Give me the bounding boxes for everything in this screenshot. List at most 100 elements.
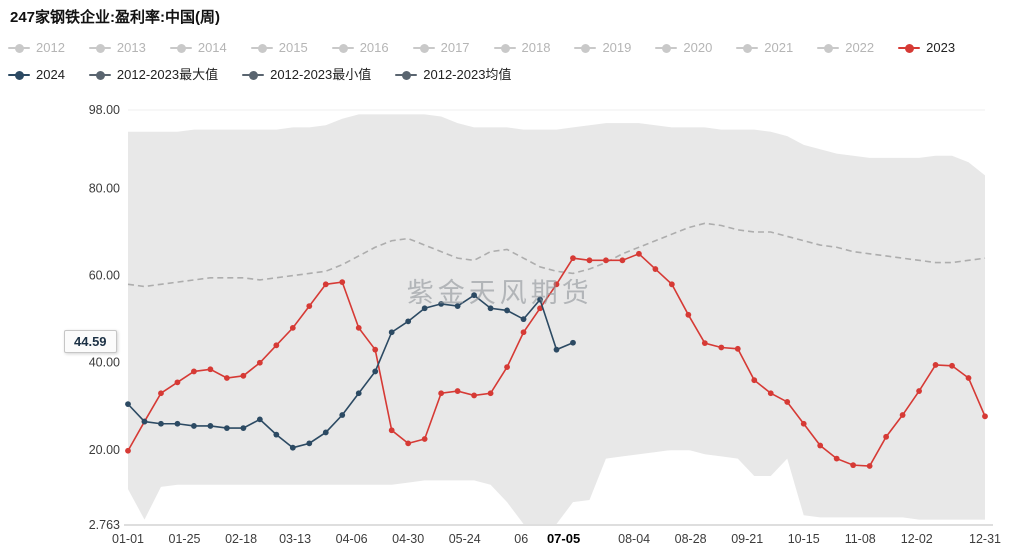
legend-label: 2019 (602, 39, 631, 57)
series-2023-point (669, 281, 675, 287)
legend-label: 2012-2023均值 (423, 66, 511, 84)
series-2024-point (158, 421, 164, 427)
series-2023-point (208, 366, 214, 372)
minmax-band (128, 114, 985, 524)
series-2023-point (916, 388, 922, 394)
series-2023-point (652, 266, 658, 272)
series-2023-point (175, 379, 181, 385)
series-2023-point (685, 312, 691, 318)
series-2023-point (702, 340, 708, 346)
profit-rate-chart: 98.0080.0060.0040.0020.002.76301-0101-25… (0, 95, 1020, 557)
series-2023-point (422, 436, 428, 442)
legend-item-2021[interactable]: 2021 (736, 39, 793, 57)
x-axis-tick-label: 08-28 (675, 532, 707, 546)
series-2023-point (372, 347, 378, 353)
legend-item-2022[interactable]: 2022 (817, 39, 874, 57)
series-2023-point (620, 257, 626, 263)
series-2024-point (208, 423, 214, 429)
series-2024-point (554, 347, 560, 353)
legend-item-2018[interactable]: 2018 (494, 39, 551, 57)
series-2023-point (966, 375, 972, 381)
legend-label: 2024 (36, 66, 65, 84)
x-axis-tick-label: 01-01 (112, 532, 144, 546)
chart-area: 98.0080.0060.0040.0020.002.76301-0101-25… (0, 95, 1020, 557)
series-2023-point (389, 427, 395, 433)
x-axis-tick-label: 08-04 (618, 532, 650, 546)
x-axis-tick-label: 12-02 (901, 532, 933, 546)
series-2023-point (224, 375, 230, 381)
legend-series-marker-icon (574, 44, 596, 53)
legend-label: 2015 (279, 39, 308, 57)
legend-label: 2021 (764, 39, 793, 57)
series-2023-point (883, 434, 889, 440)
series-2023-point (817, 443, 823, 449)
series-2024-point (273, 432, 279, 438)
x-axis-tick-label: 09-21 (731, 532, 763, 546)
x-axis-tick-label: 02-18 (225, 532, 257, 546)
series-2023-point (587, 257, 593, 263)
legend-item-2014[interactable]: 2014 (170, 39, 227, 57)
series-2024-point (537, 297, 543, 303)
legend-item-2012-2023最大值[interactable]: 2012-2023最大值 (89, 66, 218, 84)
y-axis-tick-label: 20.00 (89, 443, 120, 457)
series-2024-point (125, 401, 131, 407)
series-2023-point (504, 364, 510, 370)
legend-label: 2012 (36, 39, 65, 57)
legend-label: 2013 (117, 39, 146, 57)
legend-row-1: 2012 2013 2014 2015 2016 2017 2018 2019 2020 2021… (8, 39, 955, 57)
legend-series-marker-icon (89, 44, 111, 53)
legend-label: 2012-2023最小值 (270, 66, 371, 84)
legend-item-2020[interactable]: 2020 (655, 39, 712, 57)
legend-label: 2023 (926, 39, 955, 57)
series-2023-point (306, 303, 312, 309)
series-2023-point (570, 255, 576, 261)
series-2023-point (125, 448, 131, 454)
series-2023-point (323, 281, 329, 287)
legend-item-2013[interactable]: 2013 (89, 39, 146, 57)
series-2023-point (339, 279, 345, 285)
series-2024-point (471, 292, 477, 298)
series-2023-point (554, 281, 560, 287)
series-2024-point (191, 423, 197, 429)
x-axis-tick-label: 11-08 (845, 532, 876, 546)
series-2023-point (867, 463, 873, 469)
series-2023-point (850, 462, 856, 468)
series-2024-point (389, 329, 395, 335)
legend-series-marker-icon (395, 71, 417, 80)
legend-item-2017[interactable]: 2017 (413, 39, 470, 57)
series-2023-point (900, 412, 906, 418)
legend-label: 2022 (845, 39, 874, 57)
legend-item-2019[interactable]: 2019 (574, 39, 631, 57)
series-2023-point (240, 373, 246, 379)
legend-series-marker-icon (655, 44, 677, 53)
series-2023-point (933, 362, 939, 368)
legend-item-2012-2023最小值[interactable]: 2012-2023最小值 (242, 66, 371, 84)
legend-series-marker-icon (8, 71, 30, 80)
series-2024-point (175, 421, 181, 427)
legend-item-2016[interactable]: 2016 (332, 39, 389, 57)
x-axis-tick-label: 10-15 (788, 532, 820, 546)
series-2023-point (949, 363, 955, 369)
x-axis-tick-label: 06 (514, 532, 528, 546)
legend-item-2015[interactable]: 2015 (251, 39, 308, 57)
series-2023-point (488, 390, 494, 396)
series-2023-point (603, 257, 609, 263)
series-2023-point (735, 346, 741, 352)
legend-item-2023[interactable]: 2023 (898, 39, 955, 57)
legend-item-2024[interactable]: 2024 (8, 66, 65, 84)
legend-series-marker-icon (494, 44, 516, 53)
x-axis-tick-label: 03-13 (279, 532, 311, 546)
legend-item-2012-2023均值[interactable]: 2012-2023均值 (395, 66, 511, 84)
series-2023-point (636, 251, 642, 257)
legend-label: 2018 (522, 39, 551, 57)
y-axis-tick-label: 98.00 (89, 103, 120, 117)
series-2023-point (273, 342, 279, 348)
series-2023-point (768, 390, 774, 396)
legend-item-2012[interactable]: 2012 (8, 39, 65, 57)
legend-series-marker-icon (251, 44, 273, 53)
legend-series-marker-icon (170, 44, 192, 53)
y-axis-tick-label: 2.763 (89, 518, 120, 532)
series-2023-point (471, 393, 477, 399)
series-2024-point (339, 412, 345, 418)
x-axis-tick-label: 04-06 (336, 532, 368, 546)
